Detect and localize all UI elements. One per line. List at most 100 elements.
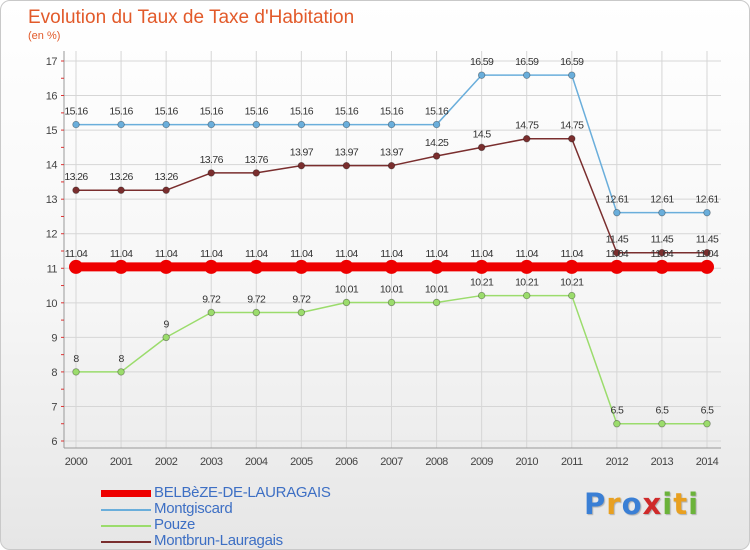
data-point bbox=[117, 120, 125, 129]
data-label: 15.16 bbox=[245, 106, 269, 118]
logo-letter: x bbox=[642, 487, 663, 521]
data-label: 13.97 bbox=[335, 147, 359, 159]
data-label: 14.5 bbox=[473, 128, 492, 140]
y-tick-label: 17 bbox=[46, 56, 58, 68]
data-label: 13.26 bbox=[155, 171, 179, 183]
data-label: 11.04 bbox=[245, 248, 268, 260]
data-label: 11.45 bbox=[651, 234, 674, 246]
data-point bbox=[117, 186, 125, 194]
data-label: 11.04 bbox=[290, 248, 313, 260]
x-tick-label: 2002 bbox=[155, 456, 178, 468]
data-label: 11.04 bbox=[380, 248, 403, 260]
legend-swatch bbox=[101, 509, 151, 511]
data-label: 13.76 bbox=[200, 154, 224, 166]
data-point bbox=[429, 259, 444, 274]
data-point bbox=[564, 259, 579, 274]
data-point bbox=[117, 368, 125, 376]
data-label: 13.26 bbox=[109, 171, 133, 183]
data-point bbox=[568, 71, 576, 79]
data-point bbox=[384, 259, 399, 274]
legend-swatch bbox=[101, 525, 151, 527]
data-point bbox=[342, 120, 351, 129]
data-label: 11.04 bbox=[515, 248, 538, 260]
data-point bbox=[252, 308, 260, 317]
x-tick-label: 2007 bbox=[380, 456, 403, 468]
line-chart: 6 7 8 9 10 11 12 13 14 15 16 17 2000 2001 2002 2003 2004… bbox=[46, 51, 721, 468]
data-label: 10.21 bbox=[560, 277, 584, 289]
logo-letter: t bbox=[673, 487, 689, 521]
y-tick-label: 9 bbox=[51, 332, 57, 344]
y-tick-label: 16 bbox=[46, 91, 58, 103]
chart-axes: 6 7 8 9 10 11 12 13 14 15 16 17 2000 2001 2002 2003 2004… bbox=[46, 51, 721, 468]
data-point bbox=[477, 71, 486, 79]
data-point bbox=[72, 186, 80, 194]
data-point bbox=[297, 308, 306, 317]
x-tick-label: 2004 bbox=[245, 456, 268, 468]
data-label: 8 bbox=[118, 353, 124, 365]
data-label: 10.01 bbox=[335, 283, 359, 295]
data-point bbox=[204, 259, 219, 274]
data-point bbox=[432, 152, 441, 160]
chart-data-labels: 15.16 15.16 15.16 15.16 15.16 15.16 15.16 15.16… bbox=[64, 56, 720, 417]
data-point bbox=[613, 420, 621, 428]
data-label: 16.59 bbox=[560, 56, 584, 68]
data-label: 16.59 bbox=[470, 56, 494, 68]
data-point bbox=[342, 298, 351, 307]
data-point bbox=[69, 259, 83, 274]
data-point bbox=[658, 249, 666, 257]
x-tick-label: 2003 bbox=[200, 456, 223, 468]
legend-label: BELBèZE-DE-LAURAGAIS bbox=[154, 484, 331, 501]
data-label: 9 bbox=[164, 318, 170, 330]
logo-letter: o bbox=[621, 487, 643, 521]
data-point bbox=[114, 259, 129, 274]
data-label: 8 bbox=[73, 353, 79, 365]
data-label: 16.59 bbox=[515, 56, 539, 68]
data-point bbox=[523, 71, 531, 79]
data-label: 15.16 bbox=[380, 106, 404, 118]
data-label: 10.01 bbox=[380, 283, 404, 295]
logo-letter: P bbox=[584, 487, 607, 521]
data-point bbox=[703, 249, 711, 257]
data-label: 11.04 bbox=[696, 248, 719, 260]
data-label: 15.16 bbox=[64, 106, 88, 118]
x-tick-label: 2000 bbox=[65, 456, 88, 468]
data-point bbox=[658, 208, 666, 217]
y-tick-label: 13 bbox=[46, 194, 58, 206]
x-tick-label: 2009 bbox=[470, 456, 493, 468]
chart-series bbox=[69, 71, 714, 428]
data-point bbox=[252, 120, 260, 129]
data-label: 11.04 bbox=[65, 248, 88, 260]
y-tick-label: 7 bbox=[51, 401, 57, 413]
data-label: 10.21 bbox=[470, 277, 494, 289]
data-label: 11.45 bbox=[696, 234, 719, 246]
data-point bbox=[703, 208, 711, 217]
data-label: 9.72 bbox=[247, 293, 266, 305]
data-point bbox=[249, 259, 264, 274]
data-label: 11.04 bbox=[606, 248, 629, 260]
data-point bbox=[523, 291, 531, 300]
chart-unit: (en %) bbox=[28, 30, 61, 42]
logo-letter: i bbox=[688, 487, 700, 521]
data-label: 11.45 bbox=[606, 234, 629, 246]
data-label: 15.16 bbox=[425, 106, 449, 118]
data-label: 13.76 bbox=[245, 154, 269, 166]
x-tick-label: 2008 bbox=[425, 456, 448, 468]
data-point bbox=[613, 208, 621, 217]
logo-letter: r bbox=[606, 487, 622, 521]
data-point bbox=[519, 259, 534, 274]
data-point bbox=[568, 291, 576, 300]
data-label: 14.25 bbox=[425, 137, 449, 149]
data-label: 14.75 bbox=[560, 120, 584, 132]
data-point bbox=[523, 135, 531, 143]
data-point bbox=[654, 259, 669, 274]
chart-title: Evolution du Taux de Taxe d'Habitation bbox=[28, 7, 355, 28]
data-point bbox=[162, 120, 170, 129]
data-point bbox=[700, 259, 714, 274]
data-label: 13.97 bbox=[380, 147, 404, 159]
data-point bbox=[162, 333, 170, 342]
data-label: 15.16 bbox=[290, 106, 314, 118]
data-label: 10.01 bbox=[425, 283, 449, 295]
y-tick-label: 10 bbox=[46, 298, 58, 310]
legend-swatch bbox=[101, 490, 151, 497]
